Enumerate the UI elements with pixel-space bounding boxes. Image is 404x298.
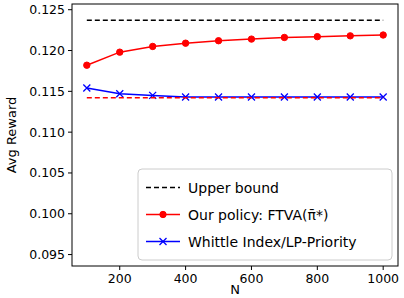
- series-marker: [248, 94, 255, 101]
- legend-label: Upper bound: [188, 180, 279, 196]
- series-marker: [215, 38, 221, 44]
- chart: 0.095 0.100 0.105 0.110 0.115 0.120 0.125 200 40…: [0, 0, 404, 298]
- series-marker: [117, 49, 123, 55]
- legend-swatch: [146, 187, 180, 189]
- series-marker: [347, 33, 353, 39]
- series-line: [87, 35, 383, 65]
- legend: Upper bound Our policy: FTVA(π̄*) Whittle …: [138, 169, 392, 260]
- series-marker: [149, 43, 155, 49]
- x-tick: [251, 266, 252, 270]
- series-marker: [182, 94, 189, 101]
- series-marker: [248, 36, 254, 42]
- y-tick: [68, 254, 72, 255]
- x-tick-label: 200: [108, 271, 132, 286]
- x-axis-label: N: [230, 282, 240, 297]
- series-marker: [83, 85, 90, 92]
- series-marker: [314, 33, 320, 39]
- y-tick: [68, 9, 72, 10]
- series-marker: [314, 94, 321, 101]
- y-tick-label: 0.115: [29, 84, 65, 99]
- y-tick: [68, 213, 72, 214]
- x-tick: [317, 266, 318, 270]
- series-line: [87, 20, 383, 22]
- x-tick-label: 1000: [367, 271, 399, 286]
- x-tick: [383, 266, 384, 270]
- y-tick-label: 0.125: [29, 2, 65, 17]
- y-tick-label: 0.110: [29, 125, 65, 140]
- series-marker: [182, 40, 188, 46]
- legend-label: Whittle Index/LP-Priority: [188, 234, 357, 250]
- y-tick-label: 0.095: [29, 247, 65, 262]
- series-marker: [116, 90, 123, 97]
- y-tick: [68, 132, 72, 133]
- legend-label: Our policy: FTVA(π̄*): [188, 207, 328, 223]
- series-line: [87, 88, 383, 97]
- x-tick: [119, 266, 120, 270]
- plot-data: [83, 20, 386, 100]
- legend-box: [138, 169, 392, 260]
- series-marker: [215, 94, 222, 101]
- x-tick: [185, 266, 186, 270]
- x-tick-label: 800: [305, 271, 329, 286]
- legend-marker: [160, 238, 167, 245]
- y-axis-label: Avg Reward: [4, 97, 19, 174]
- series-marker: [347, 94, 354, 101]
- y-tick-label: 0.105: [29, 165, 65, 180]
- y-tick: [68, 172, 72, 173]
- series-marker: [281, 94, 288, 101]
- y-tick: [68, 50, 72, 51]
- y-tick-label: 0.120: [29, 43, 65, 58]
- x-tick-label: 600: [240, 271, 264, 286]
- series-line: [87, 97, 383, 99]
- plot-frame: [72, 4, 398, 266]
- series-marker: [84, 62, 90, 68]
- series-marker: [380, 94, 387, 101]
- series-marker: [380, 32, 386, 38]
- series-marker: [281, 34, 287, 40]
- y-tick: [68, 91, 72, 92]
- legend-marker: [160, 211, 166, 217]
- x-tick-label: 400: [174, 271, 198, 286]
- y-tick-label: 0.100: [29, 206, 65, 221]
